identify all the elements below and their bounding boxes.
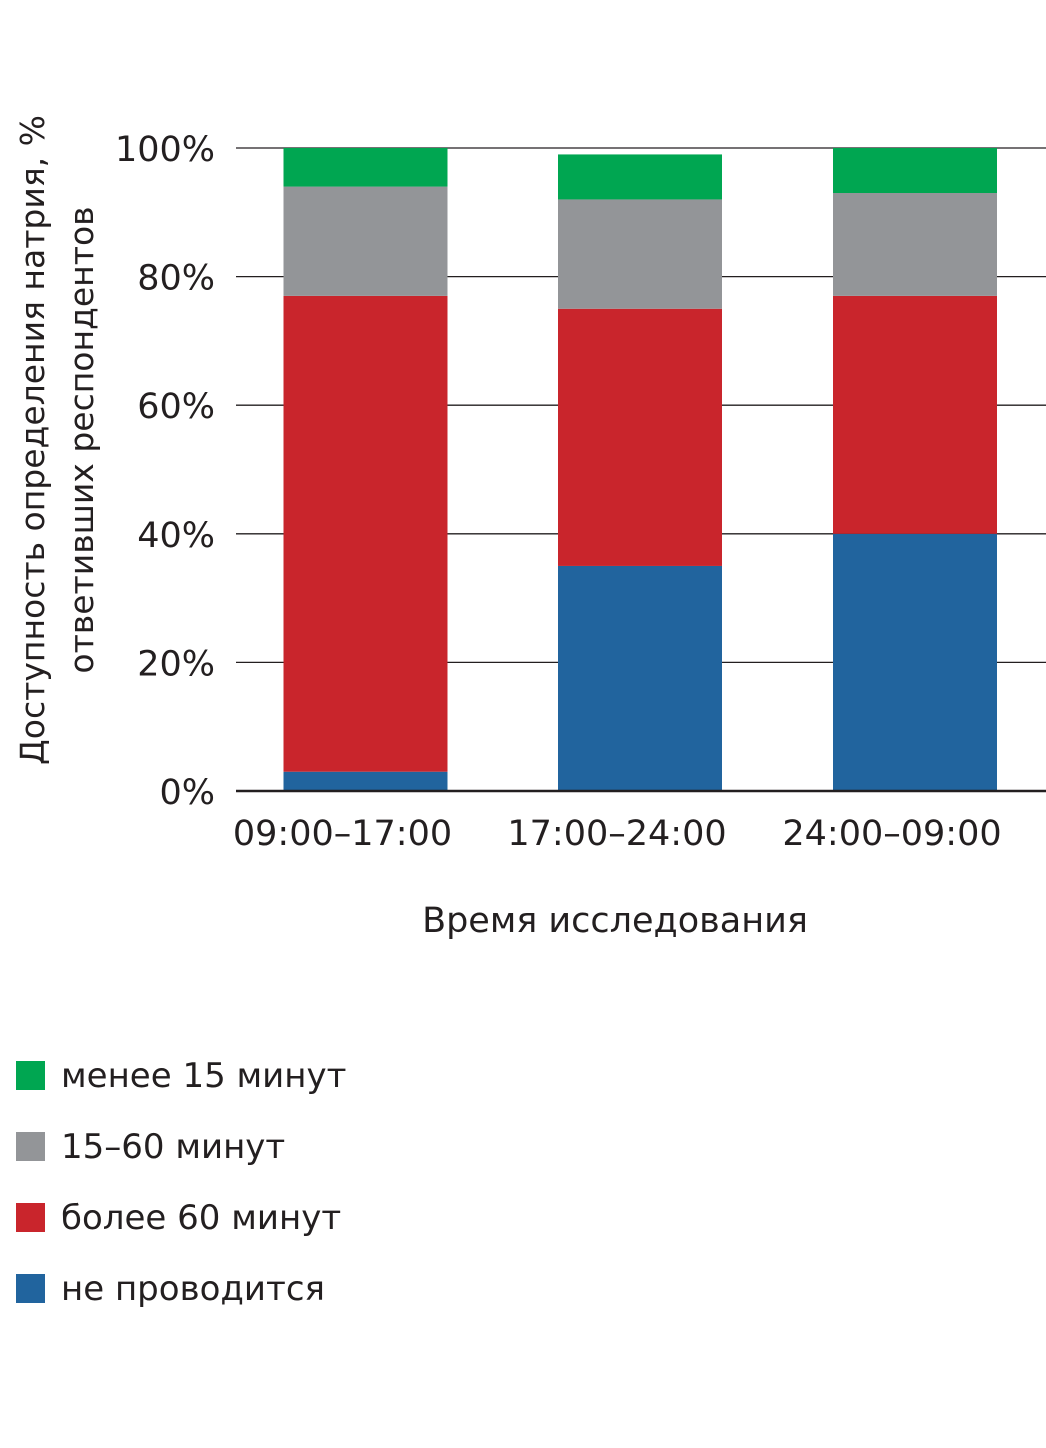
stacked-bar-chart: 0% 20% 40% 60% 80% 100% 09:00–17:00 17:00–24:00…	[13, 115, 1046, 941]
legend-item: более 60 минут	[16, 1182, 346, 1253]
legend-swatch	[16, 1061, 45, 1090]
x-tick-label: 24:00–09:00	[782, 814, 1001, 854]
legend-swatch	[16, 1203, 45, 1232]
bar-segment	[283, 186, 448, 296]
legend-label: не проводится	[61, 1268, 325, 1309]
y-tick-label: 100%	[115, 130, 215, 170]
legend-swatch	[16, 1274, 45, 1303]
bar-segment	[558, 565, 722, 791]
bar-segment	[833, 533, 997, 791]
bar-segment	[833, 193, 997, 296]
legend-label: менее 15 минут	[61, 1055, 347, 1096]
y-tick-label: 60%	[137, 387, 215, 427]
legend-item: 15–60 минут	[16, 1111, 346, 1182]
legend-item: не проводится	[16, 1253, 346, 1324]
bar-segment	[833, 148, 997, 194]
legend: менее 15 минут 15–60 минут более 60 минут н…	[16, 1040, 346, 1324]
bar-segment	[283, 148, 448, 187]
legend-item: менее 15 минут	[16, 1040, 346, 1111]
bar-segment	[283, 295, 448, 772]
bar-segment	[558, 154, 722, 200]
x-tick-label: 17:00–24:00	[507, 814, 726, 854]
y-tick-label: 40%	[137, 516, 215, 556]
x-tick-label: 09:00–17:00	[233, 814, 452, 854]
legend-label: более 60 минут	[61, 1197, 342, 1238]
x-axis-title: Время исследования	[422, 901, 808, 941]
legend-label: 15–60 минут	[61, 1126, 286, 1167]
legend-swatch	[16, 1132, 45, 1161]
bar-segment	[558, 199, 722, 309]
y-axis-title-line1: Доступность определения натрия, %	[13, 115, 52, 765]
bar-segment	[283, 771, 448, 791]
y-tick-label: 0%	[159, 773, 215, 813]
y-axis-title-line2: ответивших респондентов	[62, 206, 101, 673]
bar-segment	[833, 295, 997, 534]
bar-segment	[558, 308, 722, 566]
y-tick-label: 20%	[137, 644, 215, 684]
y-tick-label: 80%	[137, 259, 215, 299]
